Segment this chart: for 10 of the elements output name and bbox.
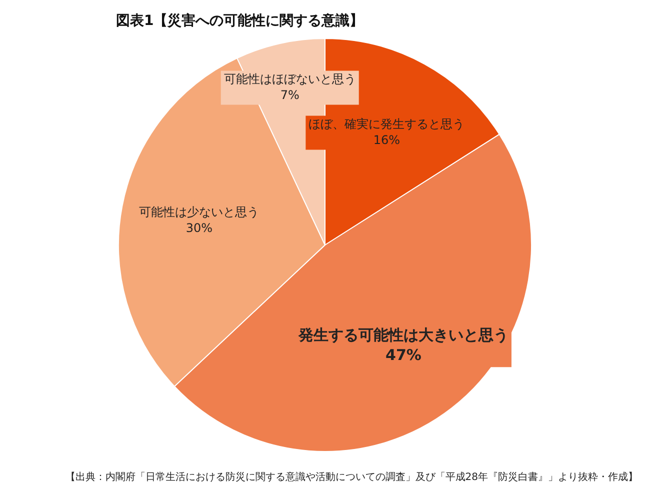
slice-label: ほぼ、確実に発生すると思う (308, 116, 465, 131)
data-label: 16% (373, 132, 400, 147)
data-label: 7% (280, 88, 300, 102)
data-label: 30% (186, 221, 213, 236)
slice-label: 可能性はほぼないと思う (224, 72, 356, 86)
slice-label: 可能性は少ないと思う (139, 205, 260, 220)
data-label: 47% (386, 346, 422, 364)
chart-title: 図表1【災害への可能性に関する意識】 (116, 12, 364, 30)
slice-label: 発生する可能性は大きいと思う (297, 326, 508, 344)
text: 【出典：内閣府「日常生活における防災に関する意識や活動についての調査」及び「平成28年『防災白書』」より抜粋・作成】 (65, 470, 638, 484)
